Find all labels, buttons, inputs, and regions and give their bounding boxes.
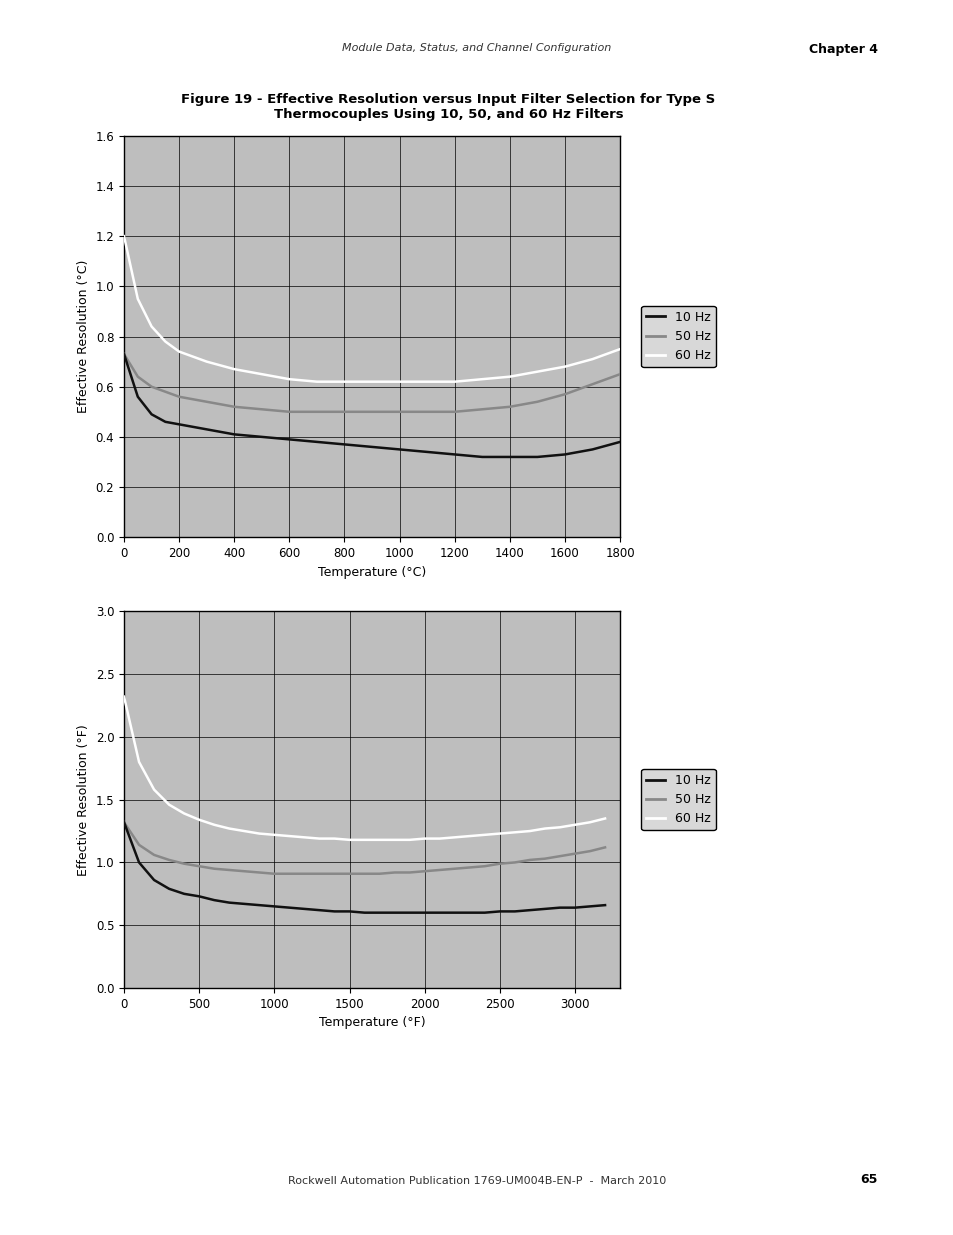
Legend: 10 Hz, 50 Hz, 60 Hz: 10 Hz, 50 Hz, 60 Hz — [640, 769, 715, 830]
X-axis label: Temperature (°F): Temperature (°F) — [318, 1016, 425, 1029]
Text: Figure 19 - Effective Resolution versus Input Filter Selection for Type S
Thermo: Figure 19 - Effective Resolution versus … — [181, 93, 715, 121]
Text: 65: 65 — [860, 1172, 877, 1186]
Text: Module Data, Status, and Channel Configuration: Module Data, Status, and Channel Configu… — [342, 43, 611, 53]
Text: Chapter 4: Chapter 4 — [808, 43, 877, 57]
Y-axis label: Effective Resolution (°F): Effective Resolution (°F) — [77, 724, 90, 876]
Legend: 10 Hz, 50 Hz, 60 Hz: 10 Hz, 50 Hz, 60 Hz — [640, 306, 715, 367]
Text: Rockwell Automation Publication 1769-UM004B-EN-P  -  March 2010: Rockwell Automation Publication 1769-UM0… — [288, 1176, 665, 1186]
Y-axis label: Effective Resolution (°C): Effective Resolution (°C) — [77, 259, 90, 414]
X-axis label: Temperature (°C): Temperature (°C) — [317, 566, 426, 578]
